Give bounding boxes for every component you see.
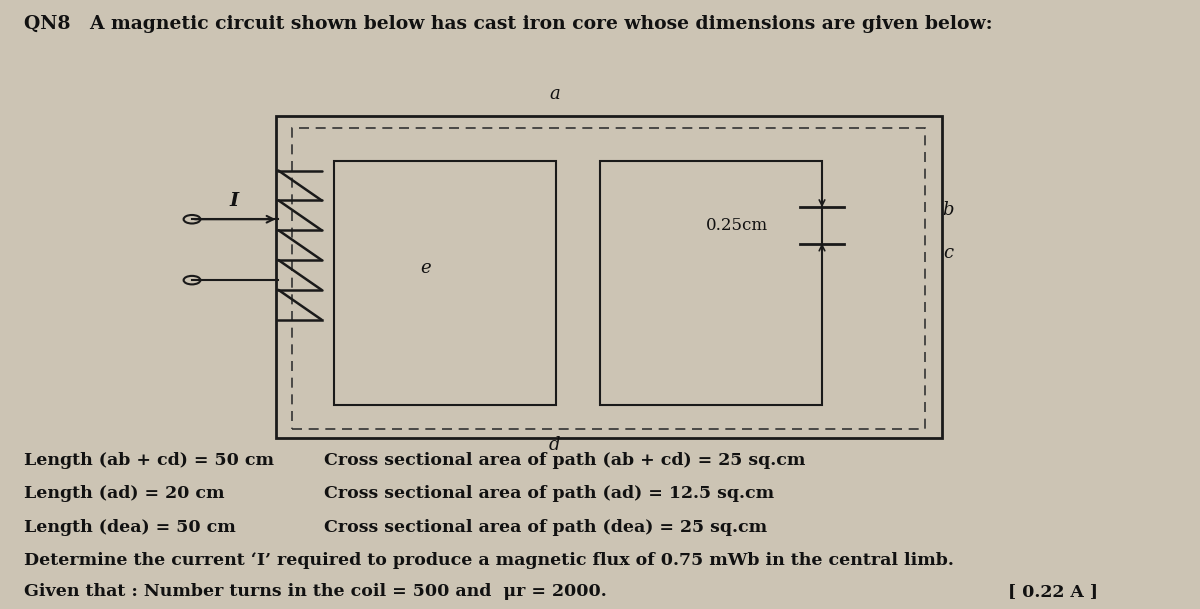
- Text: 0.25cm: 0.25cm: [706, 217, 768, 234]
- Text: I: I: [229, 192, 239, 210]
- Text: Given that : Number turns in the coil = 500 and  μr = 2000.: Given that : Number turns in the coil = …: [24, 583, 607, 600]
- Bar: [276, 116, 942, 438]
- Text: Length (dea) = 50 cm: Length (dea) = 50 cm: [24, 519, 235, 536]
- Text: c: c: [943, 244, 953, 262]
- Text: [ 0.22 A ]: [ 0.22 A ]: [1008, 583, 1098, 600]
- Bar: [600, 161, 822, 405]
- Text: b: b: [942, 201, 954, 219]
- Text: Length (ad) = 20 cm: Length (ad) = 20 cm: [24, 485, 224, 502]
- Text: e: e: [421, 259, 431, 277]
- Text: Determine the current ‘I’ required to produce a magnetic flux of 0.75 mWb in the: Determine the current ‘I’ required to pr…: [24, 552, 954, 569]
- Bar: [334, 161, 556, 405]
- Text: Cross sectional area of path (ab + cd) = 25 sq.cm: Cross sectional area of path (ab + cd) =…: [324, 452, 805, 469]
- Text: Cross sectional area of path (ad) = 12.5 sq.cm: Cross sectional area of path (ad) = 12.5…: [324, 485, 774, 502]
- Bar: [292, 128, 925, 429]
- Text: d: d: [548, 435, 560, 454]
- Text: a: a: [550, 85, 559, 104]
- Text: QN8   A magnetic circuit shown below has cast iron core whose dimensions are giv: QN8 A magnetic circuit shown below has c…: [24, 15, 992, 33]
- Text: Length (ab + cd) = 50 cm: Length (ab + cd) = 50 cm: [24, 452, 274, 469]
- Text: Cross sectional area of path (dea) = 25 sq.cm: Cross sectional area of path (dea) = 25 …: [324, 519, 767, 536]
